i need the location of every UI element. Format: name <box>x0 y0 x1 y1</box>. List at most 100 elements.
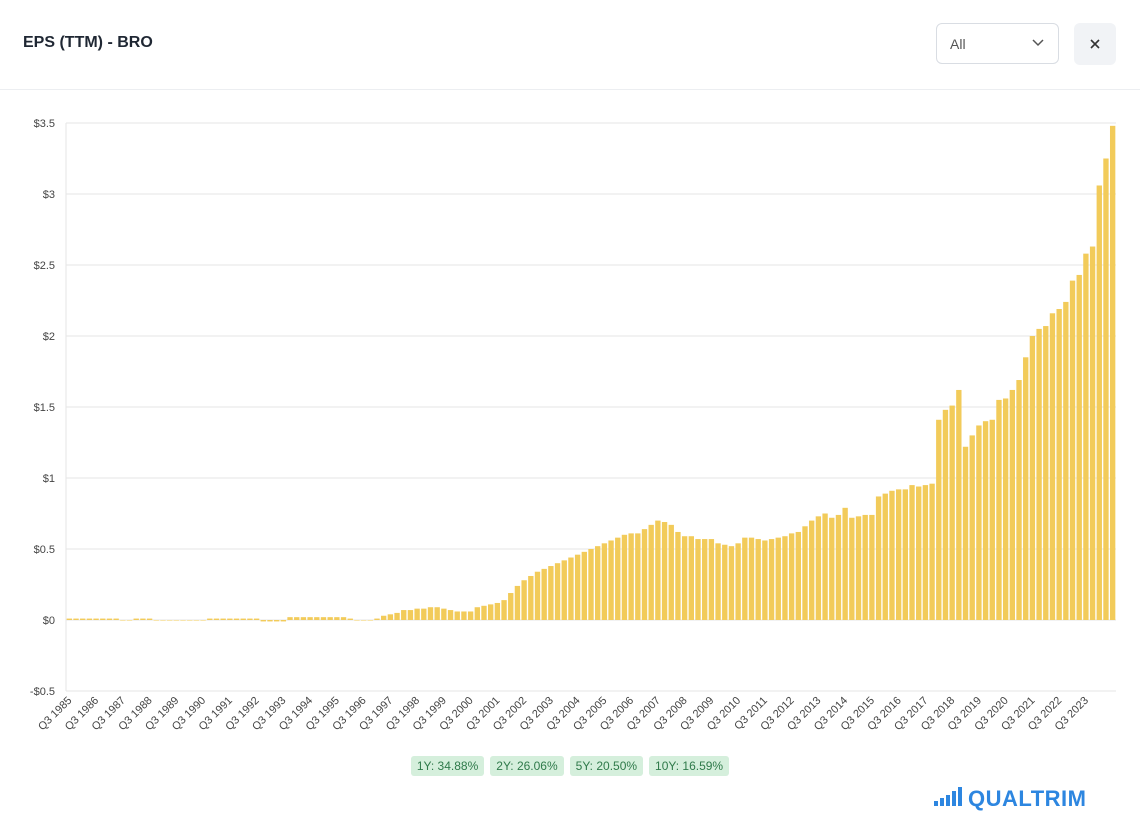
y-tick-label: $2.5 <box>34 260 55 272</box>
bar <box>414 608 420 620</box>
bar <box>742 537 748 620</box>
bar <box>367 620 373 621</box>
bar <box>401 610 407 620</box>
bar <box>193 620 200 621</box>
bar <box>1063 301 1069 620</box>
bar <box>421 608 427 620</box>
bar <box>1056 309 1062 620</box>
bar <box>280 620 287 622</box>
bar <box>916 486 922 620</box>
bar <box>996 399 1002 620</box>
bar <box>474 607 480 620</box>
bar <box>688 536 694 620</box>
bar <box>574 554 581 620</box>
bar <box>648 524 654 620</box>
bar <box>1036 328 1042 620</box>
bar <box>668 524 674 620</box>
bar <box>427 607 434 620</box>
bar <box>454 611 460 620</box>
bar <box>675 531 681 620</box>
bar <box>461 611 467 620</box>
bar <box>146 618 153 620</box>
header: EPS (TTM) - BRO All <box>0 0 1140 90</box>
y-tick-label: $1.5 <box>34 402 55 414</box>
bar <box>902 489 909 620</box>
bar <box>655 520 661 620</box>
bar <box>220 618 226 620</box>
bar <box>340 617 347 620</box>
bar <box>347 618 353 620</box>
brand-logo: QUALTRIM <box>934 786 1086 811</box>
bar <box>795 531 801 620</box>
bar <box>949 405 955 620</box>
bar <box>240 618 246 620</box>
y-tick-label: $3 <box>43 189 55 201</box>
bar <box>635 533 641 620</box>
bar <box>233 618 240 620</box>
bar <box>802 526 808 620</box>
bar <box>695 539 701 620</box>
bar <box>1089 246 1096 621</box>
bar <box>895 489 902 620</box>
bar <box>862 514 868 620</box>
bar <box>441 608 447 620</box>
close-button[interactable] <box>1074 23 1116 65</box>
bar <box>374 618 380 620</box>
bar <box>501 600 507 620</box>
bar <box>942 409 949 620</box>
brand-name: QUALTRIM <box>968 786 1087 811</box>
bar <box>855 516 862 620</box>
chevron-icon <box>1032 39 1044 47</box>
bar <box>1109 125 1116 620</box>
bar <box>153 620 159 621</box>
bar <box>541 568 547 620</box>
bar <box>962 446 969 620</box>
bar <box>494 602 501 620</box>
bar <box>748 537 755 620</box>
bar <box>815 516 822 620</box>
bar <box>73 618 79 620</box>
y-tick-label: $0.5 <box>34 544 55 556</box>
bar <box>1096 185 1102 621</box>
bar <box>1002 398 1009 620</box>
bar <box>521 580 527 620</box>
bar <box>1043 326 1049 620</box>
growth-badges: 1Y: 34.88% 2Y: 26.06% 5Y: 20.50% 10Y: 16.59… <box>0 756 1140 776</box>
bar <box>1023 357 1029 620</box>
growth-badge: 2Y: 26.06% <box>490 756 564 776</box>
bar <box>561 560 567 620</box>
bar <box>100 618 106 620</box>
bar <box>508 593 514 620</box>
bar <box>929 483 935 620</box>
bar <box>762 540 768 620</box>
bar <box>394 612 400 620</box>
growth-badge: 1Y: 34.88% <box>410 756 485 776</box>
bar <box>160 620 166 621</box>
bar <box>106 618 113 620</box>
bar <box>735 543 741 620</box>
bar <box>1016 380 1022 620</box>
bar <box>936 419 942 620</box>
bar <box>93 618 99 620</box>
bar <box>722 544 728 620</box>
bar <box>548 566 554 620</box>
bar <box>126 620 133 621</box>
bar <box>601 543 608 620</box>
bar <box>180 620 186 621</box>
chart-title: EPS (TTM) - BRO <box>23 34 153 51</box>
bar <box>775 537 781 620</box>
bar <box>835 514 842 620</box>
bar <box>681 536 688 620</box>
bar <box>969 435 975 620</box>
bar <box>715 543 721 620</box>
period-dropdown[interactable]: All <box>936 23 1059 64</box>
bar <box>615 537 621 620</box>
bar <box>768 539 775 620</box>
bar <box>66 618 73 620</box>
bar <box>882 493 888 620</box>
bar <box>1029 336 1036 620</box>
bar <box>300 617 307 620</box>
bar <box>387 614 394 620</box>
bar <box>628 533 634 620</box>
